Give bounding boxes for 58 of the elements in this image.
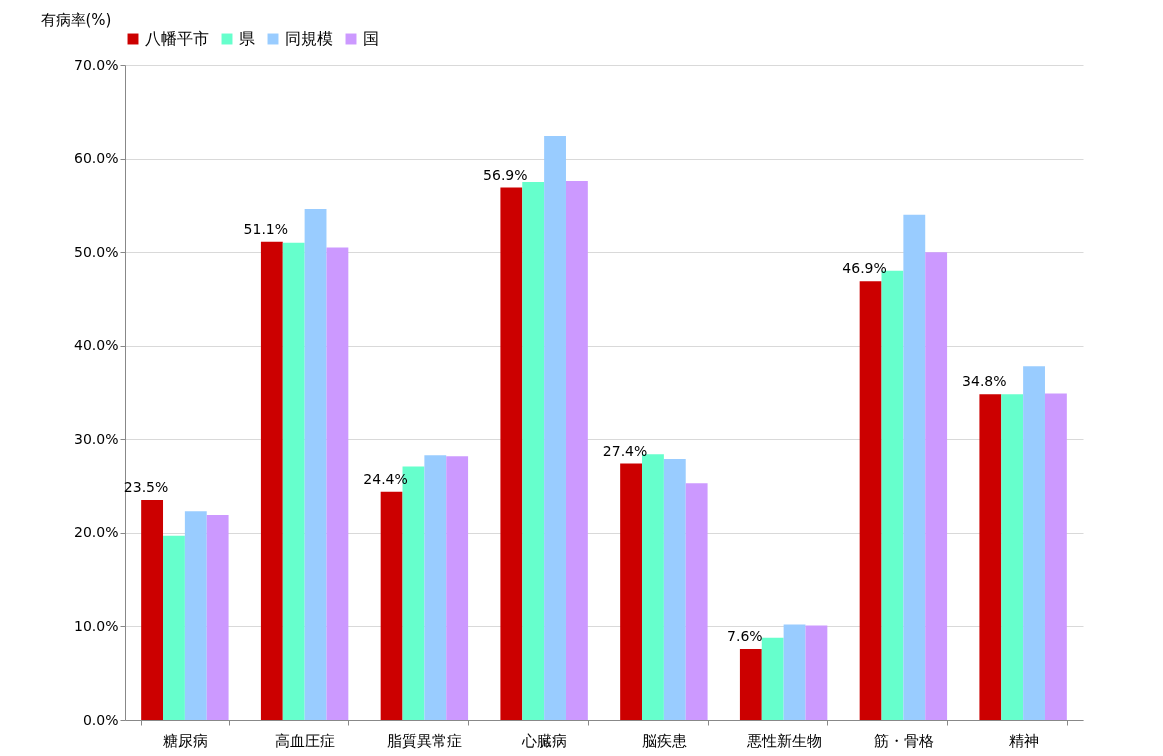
bar [500, 187, 523, 720]
bar [184, 511, 207, 720]
data-label: 34.8% [962, 373, 1007, 390]
x-tick-label: 脂質異常症 [387, 731, 463, 750]
bar [783, 624, 806, 720]
bar [1023, 366, 1045, 720]
x-tick-label: 脳疾患 [641, 731, 687, 750]
y-tick-label: 60.0% [74, 150, 119, 167]
data-label: 51.1% [243, 220, 289, 237]
data-label: 27.4% [602, 442, 648, 459]
legend-label: 同規模 [285, 29, 333, 48]
bar [761, 637, 784, 720]
y-axis-title: 有病率(%) [40, 10, 112, 29]
bar [925, 252, 948, 720]
data-label: 56.9% [483, 166, 528, 183]
y-tick-label: 40.0% [74, 337, 119, 354]
bar [141, 500, 164, 720]
bar [380, 491, 403, 720]
legend-label: 県 [239, 29, 255, 48]
bar [1001, 394, 1024, 720]
data-label: 23.5% [123, 479, 169, 496]
y-tick-label: 70.0% [74, 56, 119, 73]
y-tick-label: 50.0% [74, 243, 119, 260]
bar [163, 535, 185, 720]
bar [282, 242, 305, 720]
bar [805, 625, 828, 720]
legend-label: 国 [363, 29, 379, 48]
y-tick-label: 30.0% [74, 430, 119, 447]
bar [642, 454, 664, 720]
bar [739, 648, 762, 720]
bar [326, 247, 349, 720]
y-tick-label: 0.0% [82, 711, 119, 728]
y-tick-label: 20.0% [74, 524, 119, 541]
y-tick-label: 10.0% [74, 617, 119, 634]
x-tick-label: 精神 [1008, 731, 1039, 750]
bar [979, 394, 1002, 720]
bar [903, 214, 926, 720]
x-tick-label: 高血圧症 [275, 731, 336, 750]
bar [663, 458, 686, 720]
bar [685, 483, 708, 720]
data-label: 7.6% [727, 627, 763, 644]
bar [522, 181, 545, 720]
bar [620, 463, 643, 720]
bar [1044, 393, 1067, 720]
bar [260, 241, 283, 720]
x-tick-label: 筋・骨格 [873, 731, 934, 750]
bar [544, 136, 566, 720]
bar [446, 456, 469, 720]
bar [206, 515, 229, 720]
x-tick-label: 悪性新生物 [745, 731, 822, 750]
bar [859, 281, 882, 720]
bar [304, 209, 327, 720]
x-tick-label: 糖尿病 [162, 731, 208, 750]
bar [565, 181, 588, 720]
data-label: 46.9% [842, 260, 887, 277]
bar [424, 455, 447, 720]
x-tick-label: 心臓病 [521, 731, 568, 750]
legend-label: 八幡平市 [145, 29, 209, 48]
